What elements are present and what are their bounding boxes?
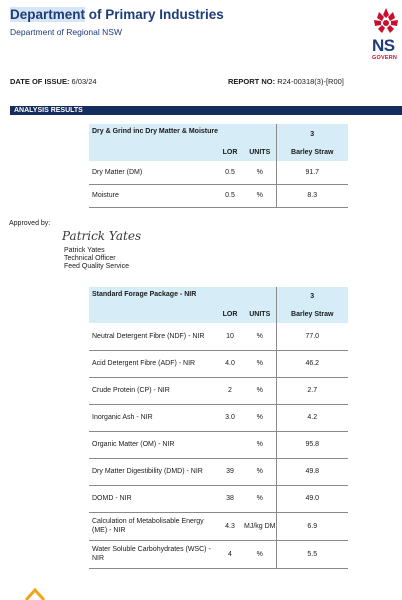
param-name: Water Soluble Carbohydrates (WSC) - NIR [89,540,216,569]
param-name: Crude Protein (CP) - NIR [89,377,216,405]
table-row: Calculation of Metabolisable Energy (ME)… [89,512,348,541]
param-name: Calculation of Metabolisable Energy (ME)… [89,512,216,541]
sample-name: Barley Straw [275,144,348,161]
table-row: DOMD - NIR 38 % 49.0 [89,485,348,513]
result-value: 2.7 [275,377,348,405]
units-value: % [244,161,276,185]
sample-number: 3 [275,124,348,144]
table-row: Inorganic Ash - NIR 3.0 % 4.2 [89,404,348,432]
units-value: % [244,350,276,378]
table-header-row: Standard Forage Package - NIR 3 [89,287,348,305]
sample-number: 3 [275,287,348,305]
table-row: Dry Matter (DM) 0.5 % 91.7 [89,161,348,185]
lor-value: 0.5 [216,161,244,185]
lor-value: 2 [216,377,244,405]
param-name: Moisture [89,184,216,208]
table-row: Moisture 0.5 % 8.3 [89,184,348,208]
report-number-label: REPORT NO: [228,77,276,86]
col-units: UNITS [244,305,276,323]
home-icon [24,587,46,600]
signer-service: Feed Quality Service [64,263,129,270]
units-value: % [244,540,276,569]
lor-value: 4.0 [216,350,244,378]
units-value: % [244,485,276,513]
org-subtitle: Department of Regional NSW [10,27,122,37]
units-value: % [244,458,276,486]
subheader-spacer [89,305,216,323]
dry-grind-table: Dry & Grind inc Dry Matter & Moisture 3 … [89,124,348,208]
table-row: Water Soluble Carbohydrates (WSC) - NIR … [89,540,348,569]
lor-value: 10 [216,323,244,351]
table-subheader-row: LOR UNITS Barley Straw [89,305,348,323]
table-title: Dry & Grind inc Dry Matter & Moisture [89,124,276,144]
issue-date-label: DATE OF ISSUE: [10,77,70,86]
result-value: 8.3 [275,184,348,208]
signature: Patrick Yates [62,229,142,243]
logo-subtext: GOVERN [372,55,398,61]
result-value: 91.7 [275,161,348,185]
col-units: UNITS [244,144,276,161]
org-title: Department of Primary Industries [10,7,224,22]
lor-value: 39 [216,458,244,486]
lor-value [216,431,244,459]
org-title-rest: of Primary Industries [85,7,224,22]
table-subheader-row: LOR UNITS Barley Straw [89,144,348,161]
table-header-row: Dry & Grind inc Dry Matter & Moisture 3 [89,124,348,144]
report-number: REPORT NO: R24-00318(3)-[R00] [228,77,344,86]
param-name: Dry Matter (DM) [89,161,216,185]
table-row: Dry Matter Digestibility (DMD) - NIR 39 … [89,458,348,486]
units-value: % [244,377,276,405]
table-row: Acid Detergent Fibre (ADF) - NIR 4.0 % 4… [89,350,348,378]
section-header-bar: ANALYSIS RESULTS [10,106,402,115]
org-title-highlight: Department [10,7,86,22]
param-name: Inorganic Ash - NIR [89,404,216,432]
table-row: Organic Matter (OM) - NIR % 95.8 [89,431,348,459]
lor-value: 38 [216,485,244,513]
units-value: % [244,404,276,432]
result-value: 6.9 [275,512,348,541]
section-title: ANALYSIS RESULTS [14,107,83,114]
col-lor: LOR [216,144,244,161]
report-number-value: R24-00318(3)-[R00] [277,77,344,86]
signer-role: Technical Officer [64,255,116,262]
table-title: Standard Forage Package - NIR [89,287,276,305]
result-value: 5.5 [275,540,348,569]
nsw-government-logo: NS GOVERN [370,6,402,64]
forage-package-table: Standard Forage Package - NIR 3 LOR UNIT… [89,287,348,569]
param-name: Organic Matter (OM) - NIR [89,431,216,459]
col-lor: LOR [216,305,244,323]
lor-value: 3.0 [216,404,244,432]
result-value: 46.2 [275,350,348,378]
subheader-spacer [89,144,216,161]
param-name: Dry Matter Digestibility (DMD) - NIR [89,458,216,486]
lor-value: 4.3 [216,512,244,541]
lor-value: 0.5 [216,184,244,208]
param-name: Neutral Detergent Fibre (NDF) - NIR [89,323,216,351]
result-value: 77.0 [275,323,348,351]
sample-name: Barley Straw [275,305,348,323]
result-value: 4.2 [275,404,348,432]
result-value: 49.8 [275,458,348,486]
param-name: DOMD - NIR [89,485,216,513]
waratah-icon [374,8,398,33]
lor-value: 4 [216,540,244,569]
approved-by-label: Approved by: [9,220,51,227]
signer-name: Patrick Yates [64,247,105,254]
table-row: Neutral Detergent Fibre (NDF) - NIR 10 %… [89,323,348,351]
issue-date-value: 6/03/24 [71,77,97,86]
units-value: % [244,323,276,351]
signer-block: Patrick Yates Technical Officer Feed Qua… [64,247,129,271]
units-value: % [244,184,276,208]
result-value: 95.8 [275,431,348,459]
units-value: MJ/kg DM [244,512,276,541]
issue-date: DATE OF ISSUE: 6/03/24 [10,77,97,86]
param-name: Acid Detergent Fibre (ADF) - NIR [89,350,216,378]
table-row: Crude Protein (CP) - NIR 2 % 2.7 [89,377,348,405]
logo-text: NS [372,36,395,55]
units-value: % [244,431,276,459]
result-value: 49.0 [275,485,348,513]
